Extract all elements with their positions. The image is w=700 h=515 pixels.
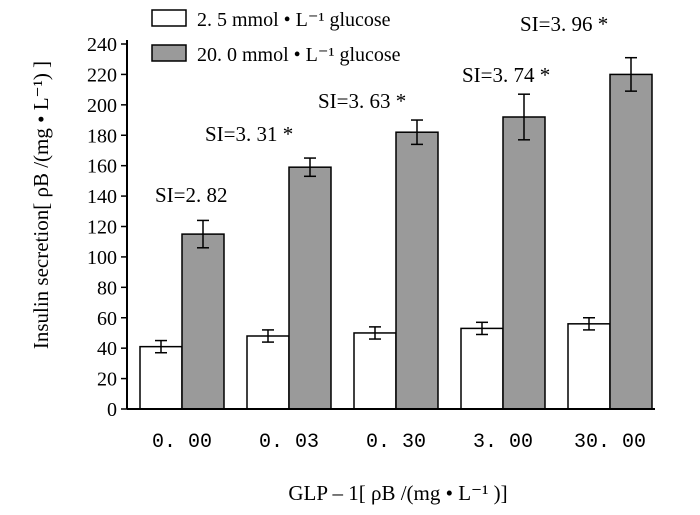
x-category-label: 3. 00 [473,431,533,454]
bar-high-glucose [395,131,439,410]
si-annotation: SI=3. 74 * [462,63,550,87]
y-tick-label: 0 [107,399,117,421]
si-annotation: SI=2. 82 [155,183,228,207]
y-tick-label: 100 [87,247,117,269]
y-tick-label: 120 [87,217,117,239]
y-tick-label: 40 [97,338,117,360]
x-category-label: 0. 00 [152,431,212,454]
bar-high-glucose [288,166,332,410]
y-axis-title: Insulin secretion[ ρB /(mg • L⁻¹) ] [29,61,53,349]
y-tick-label: 220 [87,64,117,86]
y-tick-label: 60 [97,308,117,330]
x-category-label: 0. 30 [366,431,426,454]
bar-low-glucose [139,345,183,410]
y-tick-label: 140 [87,186,117,208]
y-tick-label: 20 [97,369,117,391]
y-tick-label: 80 [97,277,117,299]
legend-swatch [151,44,187,62]
bar-low-glucose [246,335,290,410]
bar-low-glucose [567,323,611,410]
bar-high-glucose [502,116,546,410]
legend-swatch [151,9,187,27]
y-tick-label: 160 [87,156,117,178]
x-axis-title: GLP – 1[ ρB /(mg • L⁻¹ )] [288,481,507,505]
y-tick-label: 240 [87,34,117,56]
bar-high-glucose [181,233,225,410]
y-tick-label: 180 [87,125,117,147]
si-annotation: SI=3. 96 * [520,12,608,36]
bar-high-glucose [609,73,653,410]
y-tick-label: 200 [87,95,117,117]
si-annotation: SI=3. 63 * [318,89,406,113]
bar-low-glucose [353,332,397,410]
x-category-label: 0. 03 [259,431,319,454]
bar-low-glucose [460,327,504,410]
si-annotation: SI=3. 31 * [205,122,293,146]
legend-label: 2. 5 mmol • L⁻¹ glucose [197,9,391,31]
x-category-label: 30. 00 [574,431,646,454]
legend-label: 20. 0 mmol • L⁻¹ glucose [197,44,401,66]
